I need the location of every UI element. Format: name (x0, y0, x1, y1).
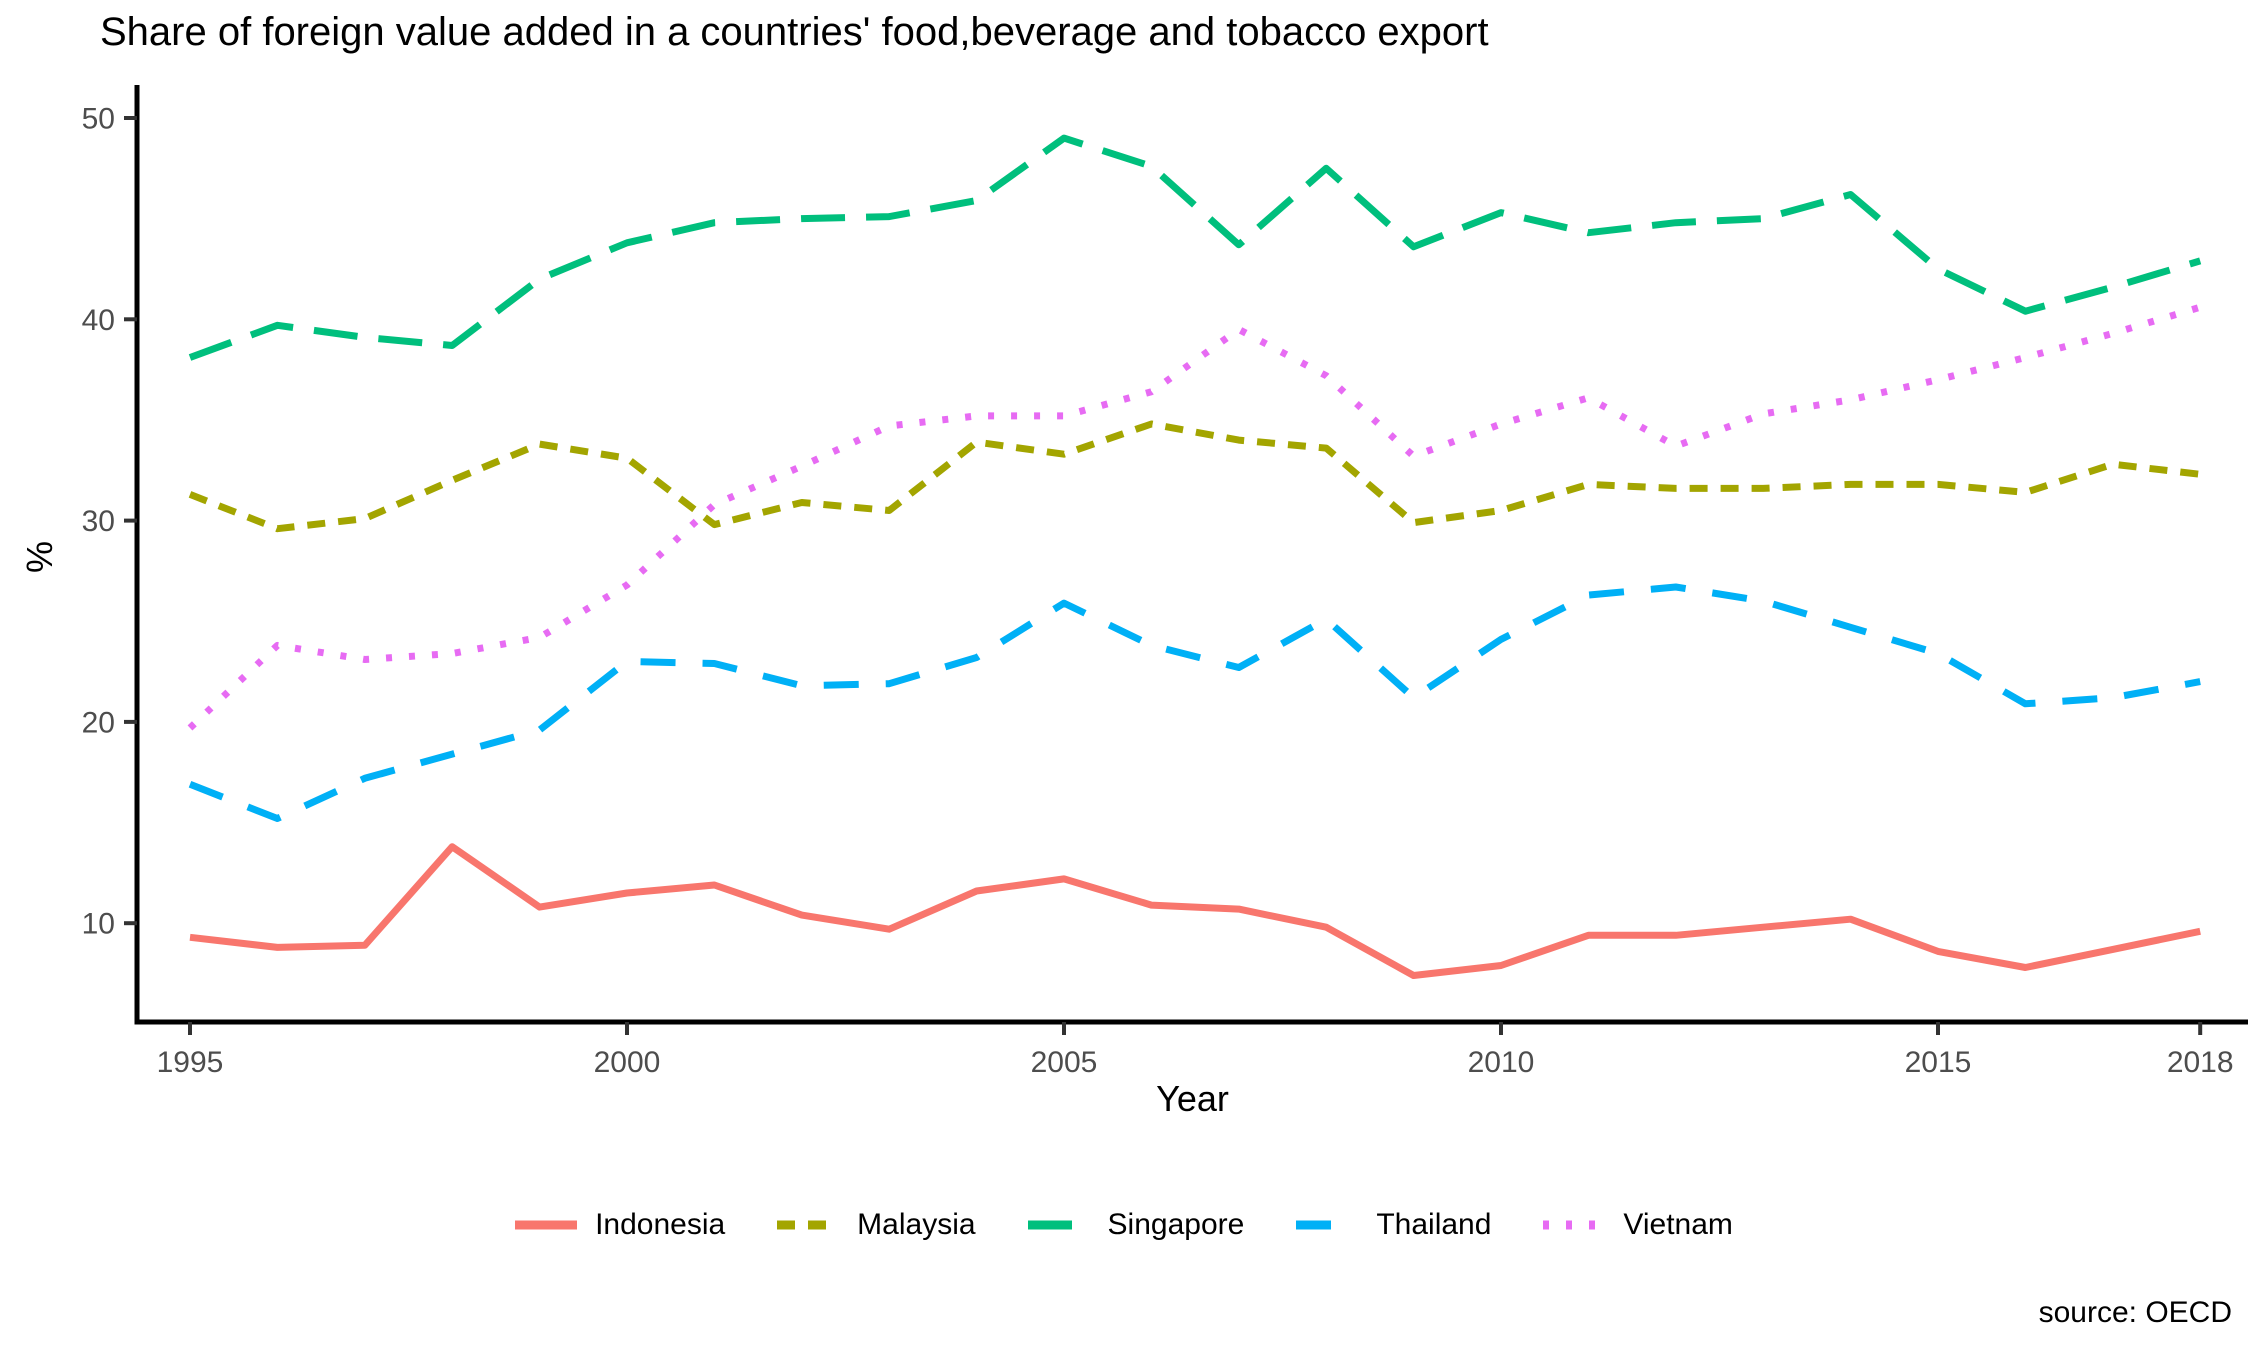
legend-key-thailand (1296, 1220, 1359, 1230)
legend-item-singapore: Singapore (1027, 1208, 1245, 1242)
legend: Indonesia Malaysia Singapore Thailand Vietna… (0, 1208, 2248, 1242)
series-line-indonesia (189, 843, 2201, 979)
source-caption: source: OECD (2038, 1296, 2232, 1329)
x-tick-label: 2000 (594, 1046, 661, 1079)
y-tick-label: 40 (82, 304, 115, 337)
y-axis-title: % (19, 541, 60, 574)
legend-key-vietnam (1543, 1220, 1606, 1230)
series-line-malaysia (188, 420, 2201, 533)
x-tick-label: 2018 (2167, 1046, 2234, 1079)
legend-label: Singapore (1107, 1208, 1245, 1241)
x-tick-label: 2005 (1031, 1046, 1098, 1079)
y-tick-label: 50 (82, 103, 115, 136)
series-line-vietnam (187, 303, 2202, 731)
legend-item-indonesia: Indonesia (515, 1208, 725, 1242)
legend-key-malaysia (777, 1220, 840, 1230)
legend-label: Malaysia (857, 1208, 976, 1241)
y-tick-label: 20 (82, 706, 115, 739)
chart-title: Share of foreign value added in a countr… (100, 10, 1489, 54)
legend-item-thailand: Thailand (1296, 1208, 1491, 1242)
y-tick-label: 10 (82, 908, 115, 941)
series-line-thailand (188, 583, 2201, 822)
legend-label: Indonesia (595, 1208, 726, 1241)
series-line-singapore (188, 134, 2202, 361)
legend-key-singapore (1027, 1220, 1090, 1230)
legend-label: Vietnam (1623, 1208, 1733, 1241)
x-axis-title: Year (1156, 1078, 1229, 1119)
y-tick-label: 30 (82, 505, 115, 538)
legend-item-vietnam: Vietnam (1543, 1208, 1733, 1242)
x-tick-label: 1995 (157, 1046, 224, 1079)
legend-item-malaysia: Malaysia (777, 1208, 976, 1242)
legend-key-indonesia (515, 1220, 578, 1230)
x-tick-label: 2015 (1905, 1046, 1972, 1079)
x-tick-label: 2010 (1468, 1046, 1535, 1079)
legend-label: Thailand (1376, 1208, 1492, 1241)
